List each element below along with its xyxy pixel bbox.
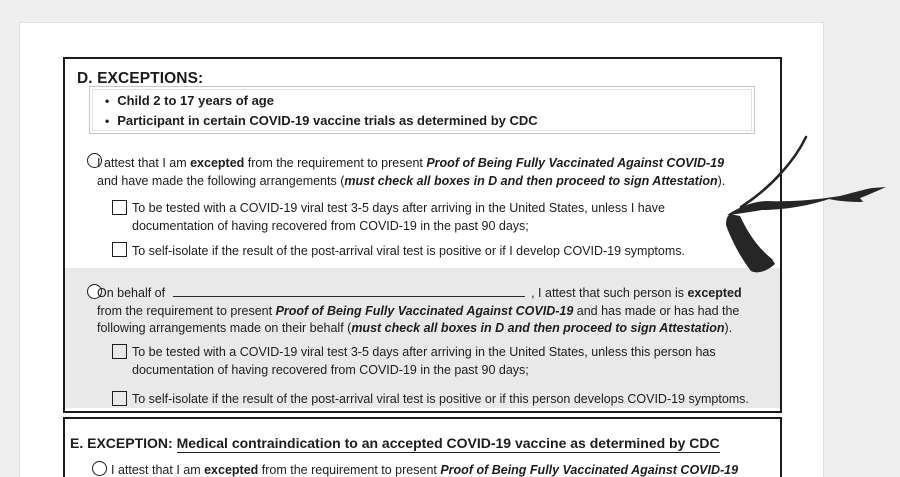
exception-item-trial: • Participant in certain COVID-19 vaccin… bbox=[105, 111, 739, 131]
self-test-line1: To be tested with a COVID-19 viral test … bbox=[132, 201, 665, 215]
section-d-box: D. EXCEPTIONS: • Child 2 to 17 years of … bbox=[63, 57, 782, 413]
exception-item-child: • Child 2 to 17 years of age bbox=[105, 91, 739, 111]
checkbox-self-isolate[interactable] bbox=[112, 242, 127, 257]
exceptions-list-box: • Child 2 to 17 years of age • Participa… bbox=[89, 86, 755, 134]
section-d-heading: D. EXCEPTIONS: bbox=[77, 70, 204, 87]
other-attest-line3: following arrangements made on their beh… bbox=[97, 321, 733, 335]
other-test-line1: To be tested with a COVID-19 viral test … bbox=[132, 345, 716, 359]
self-test-line2: documentation of having recovered from C… bbox=[132, 219, 529, 233]
exceptions-list-inner: • Child 2 to 17 years of age • Participa… bbox=[92, 89, 752, 131]
form-page: D. EXCEPTIONS: • Child 2 to 17 years of … bbox=[20, 23, 823, 477]
radio-medical-excepted[interactable] bbox=[92, 461, 107, 476]
bullet-icon: • bbox=[105, 114, 110, 128]
medical-attest-text: I attest that I am excepted from the req… bbox=[111, 461, 738, 477]
other-attest-line1: On behalf of, I attest that such person … bbox=[97, 285, 742, 300]
exception-item-label: Child 2 to 17 years of age bbox=[117, 93, 274, 108]
exception-item-label: Participant in certain COVID-19 vaccine … bbox=[117, 113, 538, 128]
checkbox-other-test[interactable] bbox=[112, 344, 127, 359]
bullet-icon: • bbox=[105, 94, 110, 108]
checkbox-other-isolate[interactable] bbox=[112, 391, 127, 406]
self-isolate-line: To self-isolate if the result of the pos… bbox=[132, 244, 685, 258]
other-test-line2: documentation of having recovered from C… bbox=[132, 363, 529, 377]
on-behalf-shaded-region bbox=[65, 268, 780, 408]
other-isolate-line: To self-isolate if the result of the pos… bbox=[132, 392, 749, 406]
radio-self-excepted[interactable] bbox=[87, 153, 102, 168]
other-isolate-text: To self-isolate if the result of the pos… bbox=[132, 390, 749, 408]
radio-other-excepted[interactable] bbox=[87, 284, 102, 299]
self-attest-line1: I attest that I am excepted from the req… bbox=[97, 156, 725, 170]
self-isolate-text: To self-isolate if the result of the pos… bbox=[132, 242, 685, 260]
other-test-text: To be tested with a COVID-19 viral test … bbox=[132, 343, 716, 379]
checkbox-self-test[interactable] bbox=[112, 200, 127, 215]
name-blank-field[interactable] bbox=[173, 285, 526, 297]
self-attest-text: I attest that I am excepted from the req… bbox=[97, 154, 725, 190]
self-test-text: To be tested with a COVID-19 viral test … bbox=[132, 199, 665, 235]
medical-attest-line1: I attest that I am excepted from the req… bbox=[111, 463, 739, 477]
section-e-heading-prefix: E. EXCEPTION: bbox=[70, 435, 177, 451]
section-e-box: E. EXCEPTION: Medical contraindication t… bbox=[63, 417, 782, 477]
section-e-heading-underlined: Medical contraindication to an accepted … bbox=[176, 435, 720, 453]
section-e-heading: E. EXCEPTION: Medical contraindication t… bbox=[70, 435, 720, 453]
other-attest-line2: from the requirement to present Proof of… bbox=[97, 303, 740, 318]
self-attest-line2: and have made the following arrangements… bbox=[97, 174, 726, 188]
other-attest-text: On behalf of, I attest that such person … bbox=[97, 285, 742, 338]
